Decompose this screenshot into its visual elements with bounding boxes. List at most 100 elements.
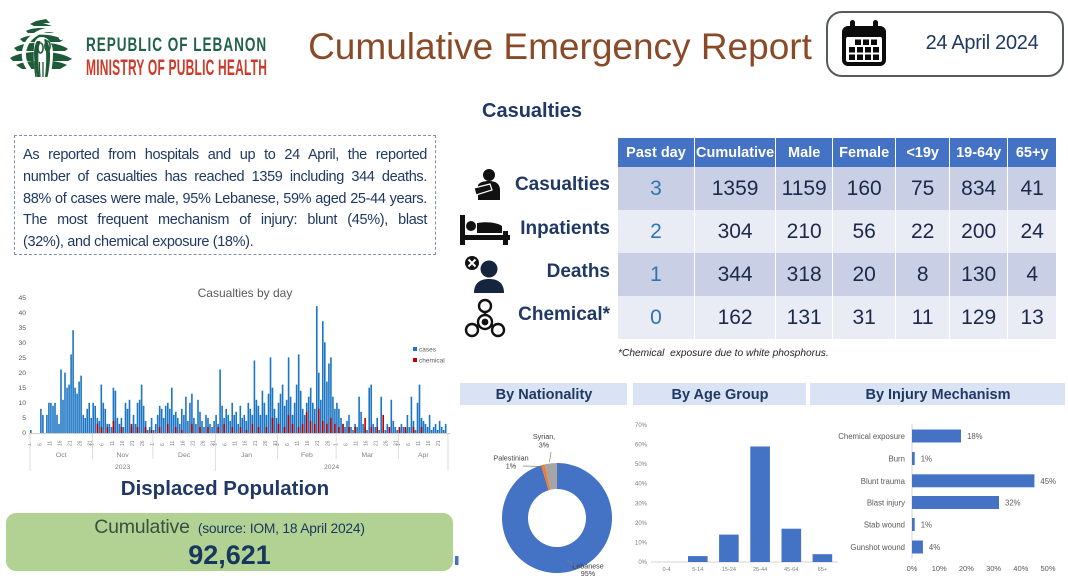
svg-text:0-4: 0-4 xyxy=(663,567,671,573)
svg-text:11: 11 xyxy=(47,441,53,446)
svg-text:1%: 1% xyxy=(921,521,932,530)
svg-text:1%: 1% xyxy=(506,462,517,471)
svg-text:4%: 4% xyxy=(929,543,940,552)
svg-text:10%: 10% xyxy=(932,564,947,573)
svg-text:40%: 40% xyxy=(635,482,648,488)
svg-text:16: 16 xyxy=(305,440,311,446)
svg-text:3%: 3% xyxy=(539,441,550,450)
svg-text:5: 5 xyxy=(22,415,26,422)
svg-text:6: 6 xyxy=(100,443,106,446)
svg-text:65+: 65+ xyxy=(818,567,828,573)
svg-text:40%: 40% xyxy=(1013,564,1028,573)
svg-text:cases: cases xyxy=(419,347,437,354)
svg-text:Burn: Burn xyxy=(889,455,905,464)
svg-text:6: 6 xyxy=(37,443,43,446)
svg-text:20%: 20% xyxy=(635,521,648,527)
svg-text:Apr: Apr xyxy=(418,452,429,459)
svg-text:Oct: Oct xyxy=(56,452,67,459)
svg-text:5-14: 5-14 xyxy=(692,567,703,573)
svg-text:0: 0 xyxy=(22,430,26,437)
svg-text:50%: 50% xyxy=(1040,564,1055,573)
svg-text:32%: 32% xyxy=(1005,499,1021,508)
svg-text:21: 21 xyxy=(253,440,259,446)
svg-text:Lebanese: Lebanese xyxy=(572,562,604,571)
svg-text:11: 11 xyxy=(295,441,301,446)
svg-text:26: 26 xyxy=(263,440,269,446)
svg-text:16: 16 xyxy=(120,440,126,446)
svg-text:40: 40 xyxy=(18,310,26,317)
svg-text:21: 21 xyxy=(315,440,321,446)
svg-text:Feb: Feb xyxy=(301,452,313,459)
svg-text:10: 10 xyxy=(18,400,26,407)
svg-text:45-64: 45-64 xyxy=(784,567,798,573)
svg-text:11: 11 xyxy=(110,441,116,446)
svg-text:chemical: chemical xyxy=(419,358,445,365)
svg-text:By Age Group: By Age Group xyxy=(672,387,769,403)
svg-text:31: 31 xyxy=(88,440,94,446)
svg-text:21: 21 xyxy=(436,440,442,446)
svg-text:1%: 1% xyxy=(921,455,932,464)
svg-text:30%: 30% xyxy=(986,564,1001,573)
svg-text:20: 20 xyxy=(18,370,26,377)
svg-text:25-44: 25-44 xyxy=(753,567,767,573)
svg-text:21: 21 xyxy=(130,440,136,446)
svg-text:20%: 20% xyxy=(959,564,974,573)
svg-text:Gunshot wound: Gunshot wound xyxy=(850,543,905,552)
svg-text:Nov: Nov xyxy=(117,452,130,459)
svg-text:6: 6 xyxy=(406,443,412,446)
svg-text:Jan: Jan xyxy=(241,452,252,459)
svg-text:30%: 30% xyxy=(635,501,648,507)
svg-text:Casualties by day: Casualties by day xyxy=(198,286,293,300)
svg-text:6: 6 xyxy=(343,443,349,446)
svg-text:26: 26 xyxy=(140,440,146,446)
svg-text:21: 21 xyxy=(190,440,196,446)
svg-text:Stab wound: Stab wound xyxy=(864,521,905,530)
svg-text:Mar: Mar xyxy=(361,452,373,459)
svg-text:45%: 45% xyxy=(1040,477,1056,486)
svg-text:11: 11 xyxy=(170,441,176,446)
svg-text:16: 16 xyxy=(426,440,432,446)
svg-text:21: 21 xyxy=(374,440,380,446)
svg-text:10%: 10% xyxy=(635,540,648,546)
svg-text:11: 11 xyxy=(416,441,422,446)
svg-text:45: 45 xyxy=(18,295,26,302)
svg-text:26: 26 xyxy=(384,440,390,446)
svg-text:By Injury Mechanism: By Injury Mechanism xyxy=(865,387,1010,403)
svg-text:11: 11 xyxy=(233,441,239,446)
svg-text:6: 6 xyxy=(285,443,291,446)
svg-text:1: 1 xyxy=(28,443,33,446)
svg-text:70%: 70% xyxy=(635,423,648,429)
svg-text:16: 16 xyxy=(243,440,249,446)
svg-text:2024: 2024 xyxy=(324,464,339,471)
svg-text:0%: 0% xyxy=(638,560,647,566)
svg-text:16: 16 xyxy=(180,440,186,446)
svg-text:16: 16 xyxy=(57,440,63,446)
svg-text:Dec: Dec xyxy=(178,452,191,459)
svg-text:16: 16 xyxy=(364,440,370,446)
svg-text:50%: 50% xyxy=(635,462,648,468)
svg-text:25: 25 xyxy=(18,355,26,362)
svg-text:0%: 0% xyxy=(907,564,918,573)
svg-text:2023: 2023 xyxy=(115,464,130,471)
svg-text:95%: 95% xyxy=(581,569,596,578)
svg-text:31: 31 xyxy=(394,440,400,446)
svg-text:By Nationality: By Nationality xyxy=(496,387,593,403)
svg-text:6: 6 xyxy=(223,443,229,446)
svg-text:Syrian,: Syrian, xyxy=(533,432,555,441)
svg-text:60%: 60% xyxy=(635,443,648,449)
svg-text:31: 31 xyxy=(273,440,279,446)
svg-text:31: 31 xyxy=(211,440,217,446)
svg-text:Blast injury: Blast injury xyxy=(867,499,905,508)
svg-text:26: 26 xyxy=(200,440,206,446)
svg-text:Palestinian: Palestinian xyxy=(493,454,528,463)
svg-text:15-24: 15-24 xyxy=(722,567,736,573)
svg-text:15: 15 xyxy=(18,385,26,392)
svg-text:26: 26 xyxy=(78,440,84,446)
svg-text:11: 11 xyxy=(354,441,360,446)
svg-text:30: 30 xyxy=(18,340,26,347)
svg-text:21: 21 xyxy=(68,440,74,446)
svg-text:Chemical exposure: Chemical exposure xyxy=(838,432,905,441)
svg-text:Blunt trauma: Blunt trauma xyxy=(861,477,906,486)
svg-text:26: 26 xyxy=(325,440,331,446)
svg-text:18%: 18% xyxy=(967,432,983,441)
